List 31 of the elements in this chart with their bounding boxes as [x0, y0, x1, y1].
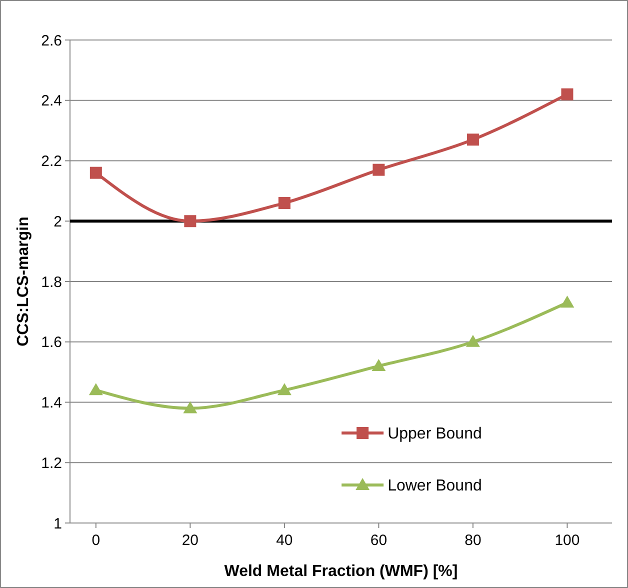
- point: [372, 164, 385, 176]
- x-tick-label: 80: [464, 532, 482, 549]
- y-tick-label: 1.4: [41, 394, 62, 412]
- y-tick-label: 1: [54, 515, 62, 532]
- y-tick-label: 1.2: [41, 454, 62, 472]
- y-tick-label: 1.6: [41, 334, 62, 352]
- x-tick-label: 100: [554, 532, 580, 549]
- y-axis-title: CCS:LCS-margin: [15, 216, 32, 346]
- y-tick-label: 2.2: [41, 153, 62, 170]
- x-tick-label: 60: [370, 532, 388, 549]
- point: [88, 383, 103, 396]
- y-tick-label: 2: [54, 213, 62, 230]
- x-tick-label: 20: [182, 532, 199, 549]
- y-tick-label: 2.6: [41, 32, 62, 50]
- point: [466, 134, 479, 146]
- point: [466, 334, 480, 347]
- x-axis-title: Weld Metal Fraction (WMF) [%]: [224, 563, 458, 580]
- point: [90, 166, 102, 179]
- point: [561, 88, 574, 100]
- y-tick-label: 1.8: [41, 274, 62, 291]
- point: [183, 401, 198, 414]
- legend-label: Upper Bound: [388, 426, 482, 443]
- x-tick-label: 0: [92, 532, 100, 549]
- point: [277, 383, 292, 396]
- point: [372, 359, 386, 372]
- point: [560, 296, 574, 308]
- y-tick-label: 2.4: [41, 92, 62, 110]
- point: [184, 215, 196, 228]
- legend-label: Lower Bound: [388, 478, 482, 495]
- x-tick-label: 40: [276, 532, 293, 549]
- point: [278, 197, 290, 210]
